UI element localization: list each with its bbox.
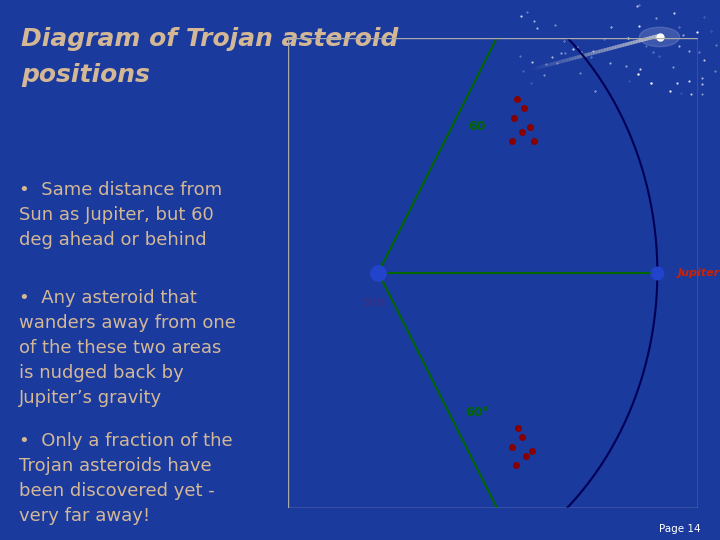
Text: Jupiter: Jupiter [678,268,720,278]
Text: •  Any asteroid that
wanders away from one
of the these two areas
is nudged back: • Any asteroid that wanders away from on… [19,289,235,408]
Text: 60: 60 [468,120,485,133]
Text: Diagram of Trojan asteroid: Diagram of Trojan asteroid [21,27,398,51]
Text: 60°: 60° [465,406,489,419]
Text: positions: positions [21,63,150,87]
Text: Page 14: Page 14 [659,524,701,534]
Circle shape [639,27,680,46]
Text: SUN: SUN [363,298,386,308]
Text: •  Same distance from
Sun as Jupiter, but 60
deg ahead or behind: • Same distance from Sun as Jupiter, but… [19,181,222,249]
Text: •  Only a fraction of the
Trojan asteroids have
been discovered yet -
very far a: • Only a fraction of the Trojan asteroid… [19,432,233,525]
